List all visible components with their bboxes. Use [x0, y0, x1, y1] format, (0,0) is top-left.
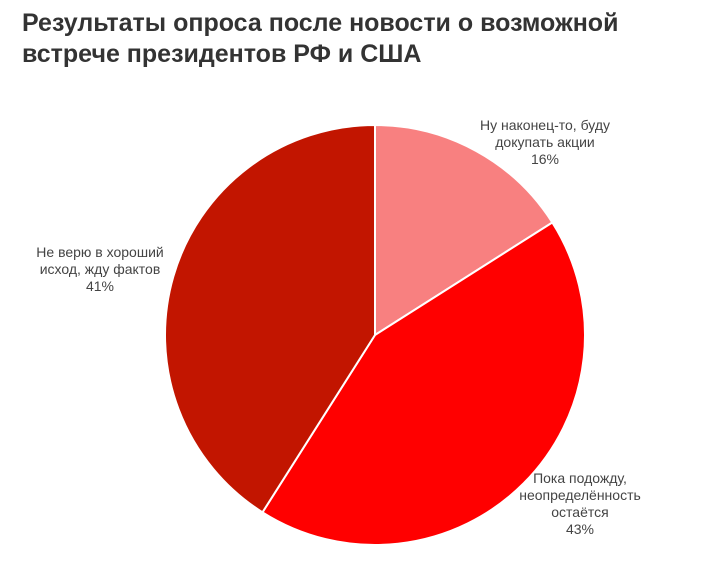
category-label: Не верю в хороший исход, жду фактов — [36, 244, 164, 277]
pie-slice — [261, 221, 586, 546]
pie-slice — [374, 123, 554, 337]
pie-slice — [164, 123, 376, 514]
category-label: Ну наконец-то, буду докупать акции — [479, 117, 611, 150]
value-label: 41% — [85, 278, 115, 294]
slice-label: Ну наконец-то, буду докупать акции 16% — [455, 117, 635, 168]
category-label: Пока подожду, неопределённость остаётся — [519, 470, 641, 520]
chart-title: Результаты опроса после новости о возмож… — [22, 9, 619, 68]
slice-label: Не верю в хороший исход, жду фактов 41% — [20, 244, 180, 295]
value-label: 16% — [530, 151, 560, 167]
value-label: 43% — [565, 521, 595, 537]
slice-label: Пока подожду, неопределённость остаётся 4… — [510, 470, 650, 538]
